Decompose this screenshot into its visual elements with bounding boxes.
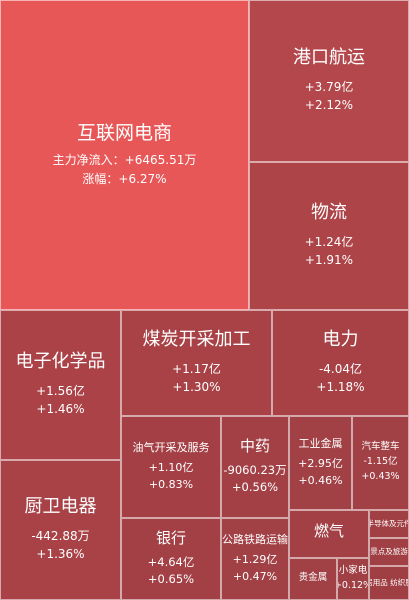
change-percent-value: +1.18% <box>316 380 365 395</box>
tile-auto[interactable]: 汽车整车 -1.15亿 +0.43% <box>352 416 409 510</box>
sector-name: 港口航运 <box>293 47 365 69</box>
sector-name: 汽车整车 <box>361 441 400 453</box>
sector-name: 厨卫电器 <box>24 496 97 518</box>
sector-name: 景点及旅游 <box>370 547 408 557</box>
change-percent-value: +0.43% <box>361 470 400 482</box>
change-percent-value: +2.12% <box>304 98 354 113</box>
change-percent-value: +1.91% <box>304 253 354 268</box>
sector-name: 油气开采及服务 <box>132 441 210 455</box>
change-percent-value: +0.46% <box>298 473 343 487</box>
sector-name: 电力 <box>322 329 359 351</box>
sector-name: 公路铁路运输 <box>222 533 288 547</box>
net-inflow-value: +1.56亿 <box>36 383 85 398</box>
change-percent-value: +0.47% <box>232 569 278 583</box>
tile-scenic-tourism[interactable]: 景点及旅游 <box>369 538 409 566</box>
tile-semiconductor[interactable]: 半导体及元件 <box>369 510 409 538</box>
change-percent-value: +1.46% <box>36 402 85 417</box>
tile-coal-mining[interactable]: 煤炭开采加工 +1.17亿 +1.30% <box>121 310 272 416</box>
change-percent-value: +0.65% <box>147 572 195 587</box>
sector-name: 互联网电商 <box>76 121 172 144</box>
tile-tcm[interactable]: 中药 -9060.23万 +0.56% <box>221 416 289 518</box>
change-percent-value: 涨幅：+6.27% <box>82 171 167 186</box>
net-inflow-value: +4.64亿 <box>147 554 195 569</box>
tile-oil-gas[interactable]: 油气开采及服务 +1.10亿 +0.83% <box>121 416 221 518</box>
tile-misc-small[interactable]: 家居用品 纺织服装 <box>369 566 409 600</box>
sector-name: 中药 <box>239 436 270 455</box>
sector-name: 半导体及元件 <box>370 519 408 529</box>
net-inflow-value: -4.04亿 <box>318 361 363 376</box>
tile-electronic-chemicals[interactable]: 电子化学品 +1.56亿 +1.46% <box>0 310 121 460</box>
net-inflow-value: +3.79亿 <box>304 79 354 94</box>
net-inflow-value: -9060.23万 <box>223 462 287 477</box>
sector-name: 贵金属 <box>298 572 328 584</box>
tile-power[interactable]: 电力 -4.04亿 +1.18% <box>272 310 409 416</box>
net-inflow-value: +1.29亿 <box>232 552 278 566</box>
change-percent-value: +1.30% <box>172 380 221 395</box>
tile-gas[interactable]: 燃气 <box>289 510 369 558</box>
sector-name: 小家电 <box>338 564 368 576</box>
net-inflow-value: 主力净流入：+6465.51万 <box>52 153 197 168</box>
net-inflow-value: +1.17亿 <box>172 361 221 376</box>
tile-rail-road[interactable]: 公路铁路运输 +1.29亿 +0.47% <box>221 518 289 600</box>
tile-precious-metals[interactable]: 贵金属 <box>289 558 337 600</box>
sector-name: 家居用品 纺织服装 <box>370 578 408 588</box>
tile-logistics[interactable]: 物流 +1.24亿 +1.91% <box>249 162 409 310</box>
tile-bank[interactable]: 银行 +4.64亿 +0.65% <box>121 518 221 600</box>
net-inflow-value: +1.24亿 <box>304 234 354 249</box>
net-inflow-value: -442.88万 <box>31 528 90 543</box>
sector-name: 物流 <box>311 202 347 224</box>
change-percent-value: +0.83% <box>148 477 194 491</box>
tile-port-shipping[interactable]: 港口航运 +3.79亿 +2.12% <box>249 0 409 162</box>
sector-name: 工业金属 <box>298 437 343 451</box>
tile-kitchen-appliances[interactable]: 厨卫电器 -442.88万 +1.36% <box>0 460 121 600</box>
net-inflow-value: +1.10亿 <box>148 460 194 474</box>
change-percent-value: +1.36% <box>36 547 85 562</box>
sector-name: 银行 <box>155 528 186 547</box>
sector-name: 燃气 <box>313 521 344 540</box>
sector-name: 电子化学品 <box>15 351 106 373</box>
tile-industrial-metals[interactable]: 工业金属 +2.95亿 +0.46% <box>289 416 352 510</box>
change-percent-value: +0.56% <box>231 480 279 495</box>
net-inflow-value: +2.95亿 <box>298 456 343 470</box>
net-inflow-value: -1.15亿 <box>363 456 398 468</box>
tile-internet-ecommerce[interactable]: 互联网电商主力净流入：+6465.51万 涨幅：+6.27% <box>0 0 249 310</box>
tile-small-appliances[interactable]: 小家电 +0.12% <box>337 558 369 600</box>
net-inflow-value: +0.12% <box>338 579 368 591</box>
sector-name: 煤炭开采加工 <box>142 329 251 351</box>
